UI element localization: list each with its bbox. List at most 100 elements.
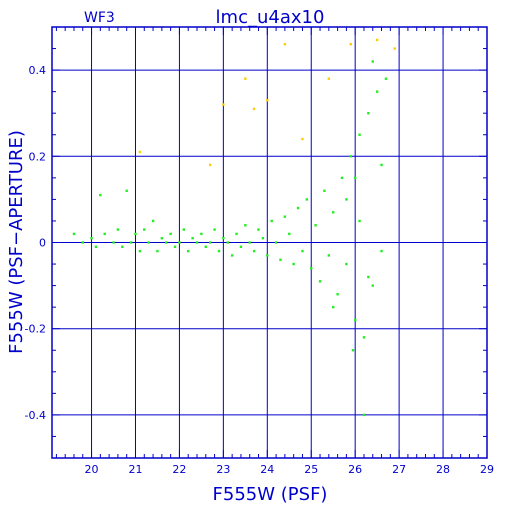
data-point xyxy=(156,249,159,253)
data-point xyxy=(336,293,339,296)
y-tick-label: 0.4 xyxy=(29,64,47,77)
data-point xyxy=(314,224,317,227)
data-point xyxy=(353,318,357,322)
data-point xyxy=(235,232,238,236)
data-point xyxy=(99,193,102,197)
x-tick-label: 28 xyxy=(436,463,450,476)
data-point xyxy=(121,245,124,249)
x-tick-label: 25 xyxy=(304,463,318,476)
data-point xyxy=(248,241,251,244)
data-point xyxy=(261,236,265,240)
data-point xyxy=(213,228,216,231)
data-point xyxy=(230,254,234,257)
data-point xyxy=(345,262,348,266)
data-point xyxy=(345,198,348,201)
data-point xyxy=(222,236,225,240)
data-point xyxy=(362,413,366,417)
data-point-secondary xyxy=(393,47,396,50)
data-point xyxy=(384,77,388,80)
grid xyxy=(52,27,487,458)
data-point xyxy=(257,228,260,231)
data-point xyxy=(371,60,374,63)
data-point xyxy=(327,254,331,257)
data-point xyxy=(178,241,181,244)
data-point xyxy=(125,189,128,192)
data-point xyxy=(112,241,115,244)
data-point xyxy=(160,236,164,240)
data-point xyxy=(182,228,186,231)
data-point xyxy=(323,189,326,192)
data-point xyxy=(332,211,335,214)
y-tick-label: -0.4 xyxy=(25,409,46,422)
data-point xyxy=(296,206,300,210)
data-point xyxy=(367,112,370,115)
data-point-secondary xyxy=(327,77,331,80)
x-tick-label: 26 xyxy=(348,463,362,476)
data-point xyxy=(371,284,374,287)
x-tick-label: 27 xyxy=(392,463,406,476)
data-point xyxy=(292,262,295,266)
data-point xyxy=(305,198,309,201)
data-point xyxy=(310,267,313,270)
ticks: 20 21 22 23 24 25 26 27 28 29 -0.4 -0.2 0 0.2 0.4 xyxy=(25,26,494,476)
data-point xyxy=(270,219,273,223)
data-point xyxy=(169,232,172,236)
x-tick-label: 21 xyxy=(128,463,142,476)
data-point xyxy=(116,228,120,231)
data-point xyxy=(226,241,229,244)
data-point xyxy=(94,245,98,249)
data-point-secondary xyxy=(266,99,269,102)
data-point xyxy=(332,305,335,309)
data-point-secondary xyxy=(244,77,247,80)
x-axis-label: F555W (PSF) xyxy=(213,484,328,505)
data-point xyxy=(195,241,199,244)
data-point-secondary xyxy=(283,43,287,46)
y-axis-label: F555W (PSF−APERTURE) xyxy=(6,130,27,354)
data-point xyxy=(103,232,106,236)
data-point xyxy=(340,176,344,180)
data-point xyxy=(165,241,168,244)
x-tick-label: 24 xyxy=(260,463,274,476)
data-point-secondary xyxy=(301,137,304,141)
data-point-secondary xyxy=(349,43,352,46)
data-point-secondary xyxy=(138,150,142,154)
data-point xyxy=(380,163,383,167)
data-point xyxy=(72,232,76,236)
data-point xyxy=(217,249,221,253)
data-point xyxy=(351,349,355,352)
data-point xyxy=(81,241,84,244)
data-point xyxy=(279,258,282,261)
data-point xyxy=(274,241,278,244)
data-point xyxy=(191,236,194,240)
points-layer xyxy=(72,38,396,417)
data-point xyxy=(353,176,357,180)
data-point xyxy=(204,245,207,249)
data-point xyxy=(301,249,304,253)
data-point xyxy=(375,90,379,93)
data-point xyxy=(129,241,133,244)
data-point xyxy=(200,232,203,236)
data-point xyxy=(173,245,177,249)
data-point xyxy=(358,133,361,136)
y-tick-label: -0.2 xyxy=(25,323,46,336)
chart-title: lmc_u4ax10 xyxy=(216,7,325,28)
data-point xyxy=(187,249,190,253)
y-tick-label: 0 xyxy=(39,237,46,250)
data-point xyxy=(349,155,352,158)
data-point xyxy=(266,254,269,257)
y-tick-label: 0.2 xyxy=(29,150,47,163)
data-point-secondary xyxy=(222,103,225,106)
data-point xyxy=(362,336,366,339)
data-point xyxy=(244,224,247,227)
data-point xyxy=(147,241,150,244)
data-point xyxy=(138,249,142,253)
x-tick-label: 29 xyxy=(480,463,494,476)
data-point xyxy=(367,275,370,279)
data-point xyxy=(143,228,146,231)
data-point-secondary xyxy=(208,163,212,167)
x-tick-label: 22 xyxy=(172,463,186,476)
chart-subtitle: WF3 xyxy=(84,10,115,26)
data-point xyxy=(380,249,383,253)
